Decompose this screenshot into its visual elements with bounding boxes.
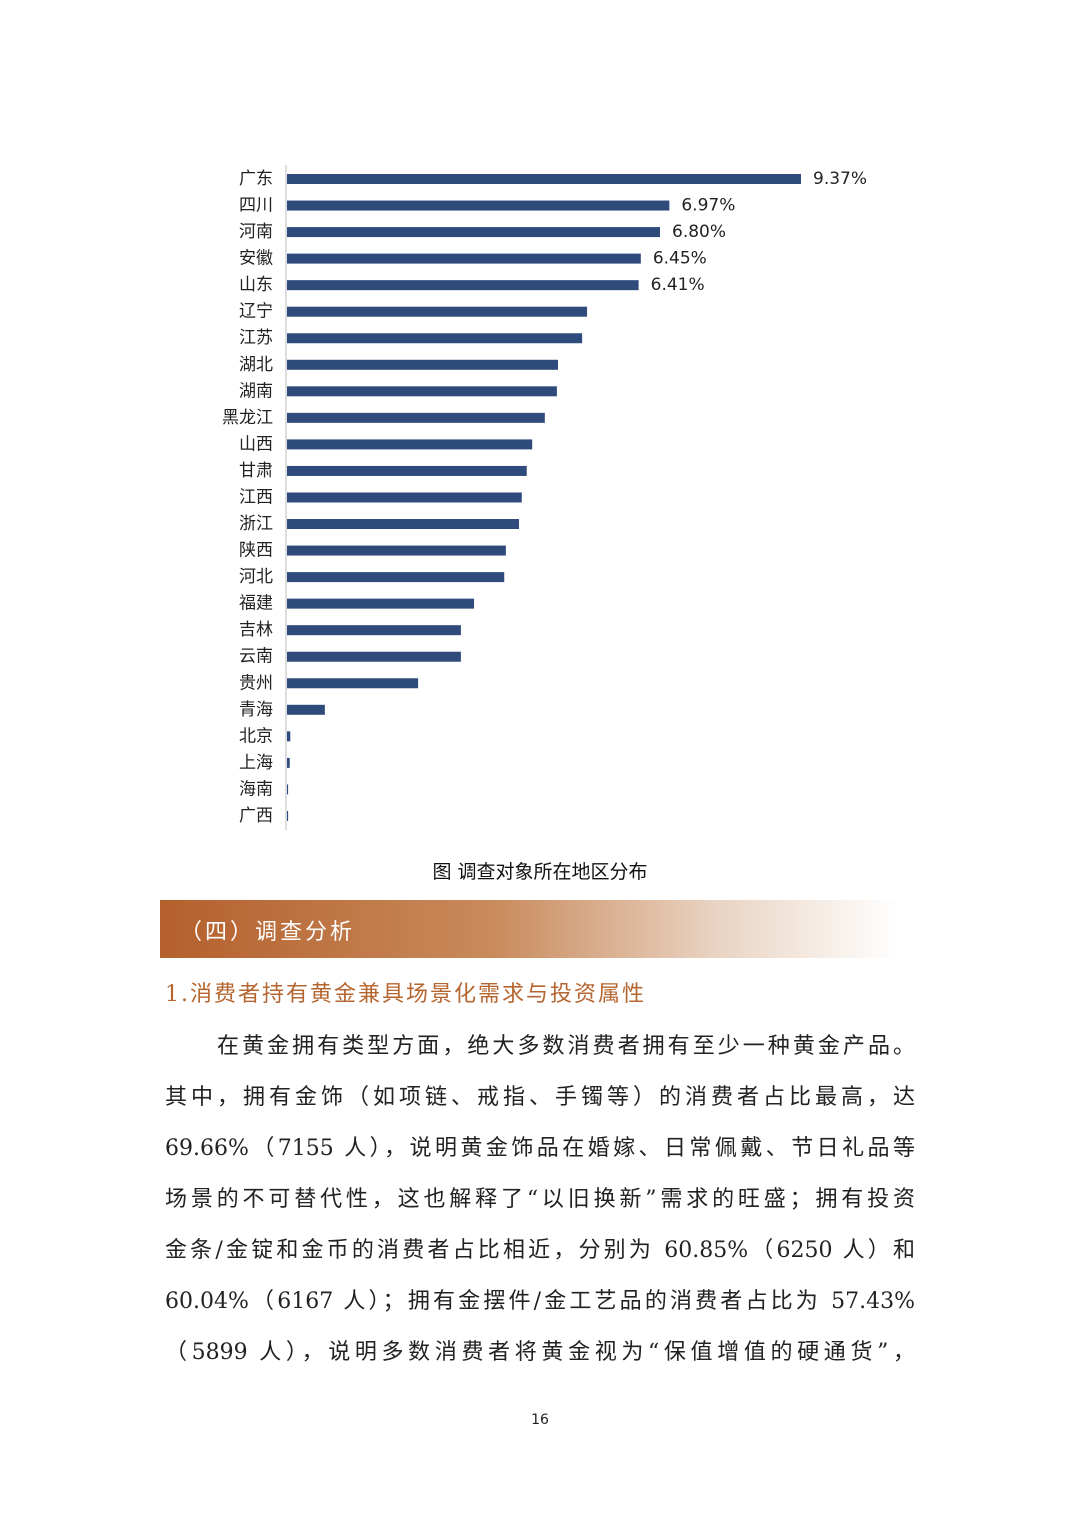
bar bbox=[287, 412, 545, 423]
bar bbox=[287, 757, 290, 768]
category-label: 云南 bbox=[239, 647, 273, 667]
category-label: 山东 bbox=[239, 275, 273, 295]
bar bbox=[287, 625, 461, 636]
category-label: 青海 bbox=[239, 700, 273, 720]
value-label: 6.97% bbox=[681, 196, 735, 216]
bar bbox=[287, 253, 641, 264]
text-line: 60.04%（6167 人）；拥有金摆件/金工艺品的消费者占比为 57.43% bbox=[165, 1289, 915, 1314]
category-label: 海南 bbox=[239, 779, 273, 799]
text-line: 69.66%（7155 人），说明黄金饰品在婚嫁、日常佩戴、节日礼品等 bbox=[165, 1136, 915, 1161]
category-label: 辽宁 bbox=[239, 302, 273, 322]
bar bbox=[287, 465, 527, 476]
bar bbox=[287, 545, 506, 556]
bar bbox=[287, 572, 505, 583]
category-label: 甘肃 bbox=[239, 461, 273, 481]
bar bbox=[287, 306, 588, 317]
bar bbox=[287, 784, 289, 795]
value-label: 6.80% bbox=[672, 222, 726, 242]
value-label: 6.45% bbox=[653, 249, 707, 269]
bar bbox=[287, 227, 661, 238]
category-label: 湖南 bbox=[239, 381, 273, 401]
category-label: 广西 bbox=[239, 806, 273, 826]
bar bbox=[287, 200, 670, 211]
category-label: 江西 bbox=[239, 487, 273, 507]
bar bbox=[287, 651, 461, 662]
chart-caption: 图 调查对象所在地区分布 bbox=[432, 861, 648, 883]
category-label: 贵州 bbox=[239, 673, 273, 693]
value-label: 6.41% bbox=[651, 275, 705, 295]
bar bbox=[287, 678, 419, 689]
chart: 广东 9.37% 四川 6.97% 河南 6.80% 安徽 6.45% 山东 6.41% 辽宁江苏湖… bbox=[222, 165, 867, 830]
category-label: 四川 bbox=[239, 196, 273, 216]
bar bbox=[287, 492, 522, 503]
bar bbox=[287, 174, 801, 184]
category-label: 北京 bbox=[239, 726, 273, 746]
category-label: 山西 bbox=[239, 434, 273, 454]
text-line: （5899 人），说明多数消费者将黄金视为“保值增值的硬通货”， bbox=[165, 1340, 915, 1365]
bar bbox=[287, 598, 475, 609]
category-label: 黑龙江 bbox=[222, 408, 273, 428]
category-label: 安徽 bbox=[239, 249, 273, 269]
category-label: 河南 bbox=[239, 222, 273, 242]
category-label: 江苏 bbox=[239, 328, 273, 348]
text-line: 场景的不可替代性，这也解释了“以旧换新”需求的旺盛；拥有投资 bbox=[165, 1187, 915, 1212]
category-label: 广东 bbox=[239, 169, 273, 189]
bar bbox=[287, 280, 639, 291]
text-line: 在黄金拥有类型方面，绝大多数消费者拥有至少一种黄金产品。 bbox=[217, 1034, 915, 1059]
bar bbox=[287, 359, 558, 370]
bar bbox=[287, 810, 289, 821]
heading: 1.消费者持有黄金兼具场景化需求与投资属性 bbox=[165, 982, 646, 1007]
bar bbox=[287, 333, 583, 344]
text-line: 其中，拥有金饰（如项链、戒指、手镯等）的消费者占比最高，达 bbox=[165, 1085, 915, 1110]
category-label: 陕西 bbox=[239, 541, 273, 561]
text-line: 金条/金锭和金币的消费者占比相近，分别为 60.85%（6250 人）和 bbox=[165, 1238, 915, 1263]
section-band: （四）调查分析 bbox=[160, 900, 900, 958]
category-label: 上海 bbox=[239, 753, 273, 773]
category-label: 吉林 bbox=[239, 620, 273, 640]
bar bbox=[287, 704, 325, 715]
section-title: （四）调查分析 bbox=[180, 920, 356, 945]
bar bbox=[287, 731, 291, 742]
category-label: 福建 bbox=[239, 594, 273, 614]
bar bbox=[287, 519, 520, 530]
category-label: 浙江 bbox=[239, 514, 273, 534]
bar bbox=[287, 386, 557, 397]
page-number: 16 bbox=[531, 1412, 549, 1428]
category-label: 河北 bbox=[239, 567, 273, 587]
category-label: 湖北 bbox=[239, 355, 273, 375]
value-label: 9.37% bbox=[813, 169, 867, 189]
bar bbox=[287, 439, 533, 450]
